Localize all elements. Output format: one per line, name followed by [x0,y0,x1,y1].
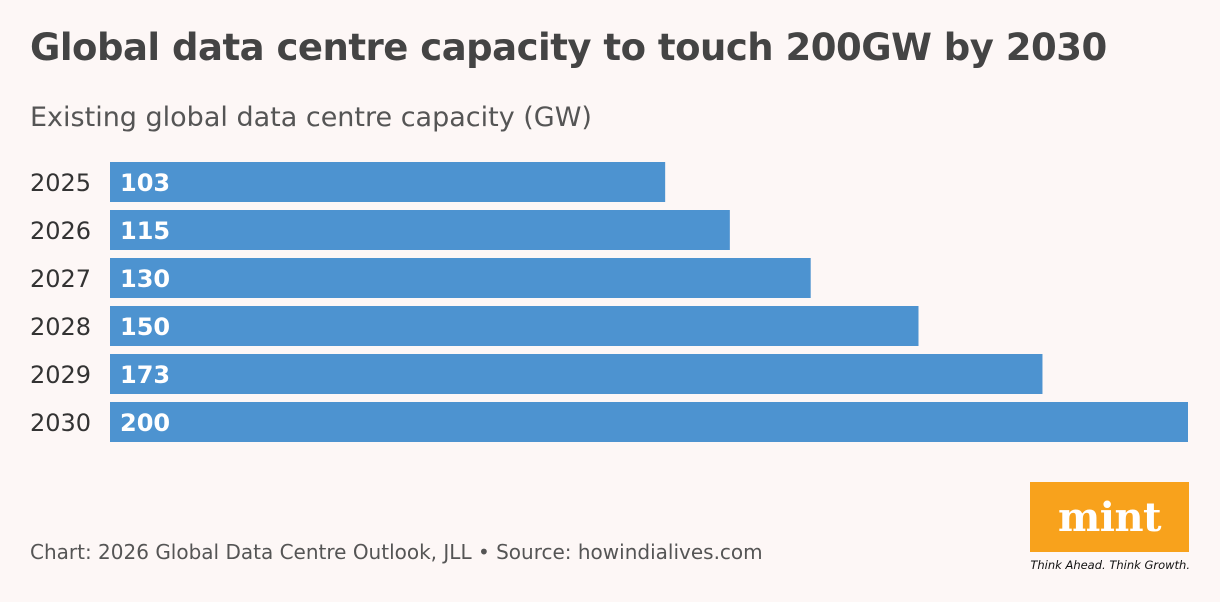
logo-text: mint [1057,493,1162,541]
value-label-2030: 200 [120,409,170,437]
source-note: Chart: 2026 Global Data Centre Outlook, … [30,540,763,564]
value-label-2026: 115 [120,217,170,245]
value-label-2029: 173 [120,361,170,389]
bars [110,162,1188,442]
bar-2025 [110,162,666,202]
value-label-2025: 103 [120,169,170,197]
chart-subtitle: Existing global data centre capacity (GW… [30,102,592,133]
bar-2030 [110,402,1188,442]
bar-chart: 2025 2026 2027 2028 2029 2030 103 115 130 150 173… [30,162,1188,442]
value-label-2027: 130 [120,265,170,293]
category-label-2027: 2027 [30,265,91,293]
category-label-2025: 2025 [30,169,91,197]
category-label-2029: 2029 [30,361,91,389]
mint-logo: mint [1030,482,1189,552]
bar-2026 [110,210,730,250]
category-label-2028: 2028 [30,313,91,341]
value-labels: 103 115 130 150 173 200 [120,169,170,437]
category-labels: 2025 2026 2027 2028 2029 2030 [30,169,91,437]
value-label-2028: 150 [120,313,170,341]
category-label-2030: 2030 [30,409,91,437]
bar-2027 [110,258,811,298]
bar-2029 [110,354,1043,394]
bar-2028 [110,306,919,346]
brand-tagline: Think Ahead. Think Growth. [1030,558,1190,572]
category-label-2026: 2026 [30,217,91,245]
chart-title: Global data centre capacity to touch 200… [30,26,1107,69]
